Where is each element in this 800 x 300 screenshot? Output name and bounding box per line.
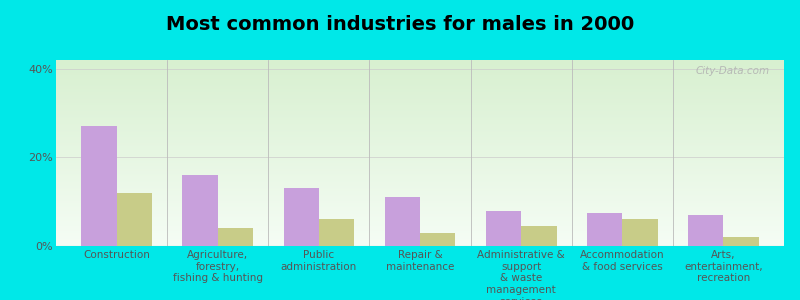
Bar	[688, 215, 723, 246]
Bar	[587, 213, 622, 246]
Bar	[521, 226, 557, 246]
Bar	[117, 193, 152, 246]
Text: City-Data.com: City-Data.com	[695, 66, 770, 76]
Text: Most common industries for males in 2000: Most common industries for males in 2000	[166, 15, 634, 34]
Bar	[82, 126, 117, 246]
Bar	[622, 219, 658, 246]
Bar	[420, 233, 455, 246]
Bar	[385, 197, 420, 246]
Bar	[319, 219, 354, 246]
Bar	[723, 237, 758, 246]
Bar	[283, 188, 319, 246]
Bar	[182, 175, 218, 246]
Bar	[218, 228, 253, 246]
Bar	[486, 211, 521, 246]
